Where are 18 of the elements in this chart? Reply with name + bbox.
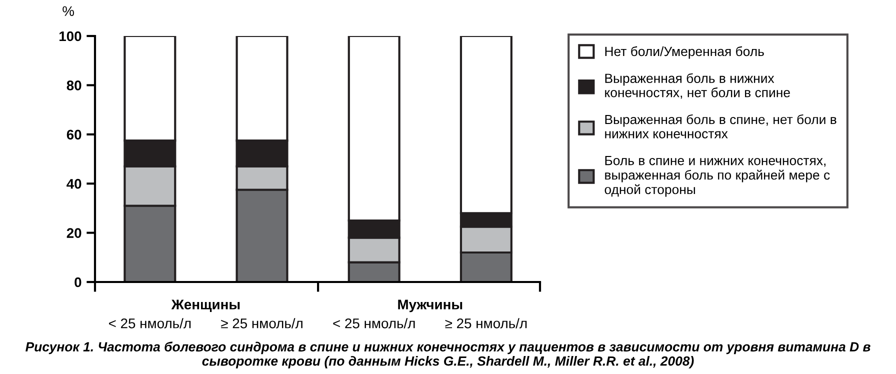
x-tick-label: < 25 нмоль/л	[333, 318, 415, 328]
x-tick-label: ≥ 25 нмоль/л	[445, 318, 527, 328]
text: Мужчины	[398, 300, 462, 312]
y-tick-label: 0	[74, 277, 82, 288]
y-tick-label: 40	[66, 178, 82, 189]
legend-label: Нет боли/Умеренная боль	[605, 46, 764, 59]
y-axis-title: %	[62, 6, 74, 16]
y-tick-label: 20	[66, 228, 82, 238]
text: Женщины	[171, 300, 240, 312]
legend-label: Выраженная боль в нижних конечностях, нет боли в спине	[605, 73, 790, 99]
x-tick-label: ≥ 25 нмоль/л	[221, 318, 302, 328]
y-tick-label: 100	[60, 31, 82, 42]
x-tick-label: < 25 нмоль/л	[109, 318, 191, 328]
y-tick-label: 60	[66, 130, 82, 140]
legend-label: Выраженная боль в спине, нет боли в нижних конечностях	[605, 114, 836, 138]
text: Рисунок 1. Частота болевого синдрома в спине и нижних конечностях у пациентов в зависимости от уровня витамина D в сыворотке крови (по данным Hicks G.E., Shardell M., Miller R.R. et al., 2008)	[26, 342, 870, 368]
legend-label: Боль в спине и нижних конечностях, выраженная боль по крайней мере с одной стороны	[604, 156, 830, 197]
y-tick-label: 80	[66, 80, 82, 90]
